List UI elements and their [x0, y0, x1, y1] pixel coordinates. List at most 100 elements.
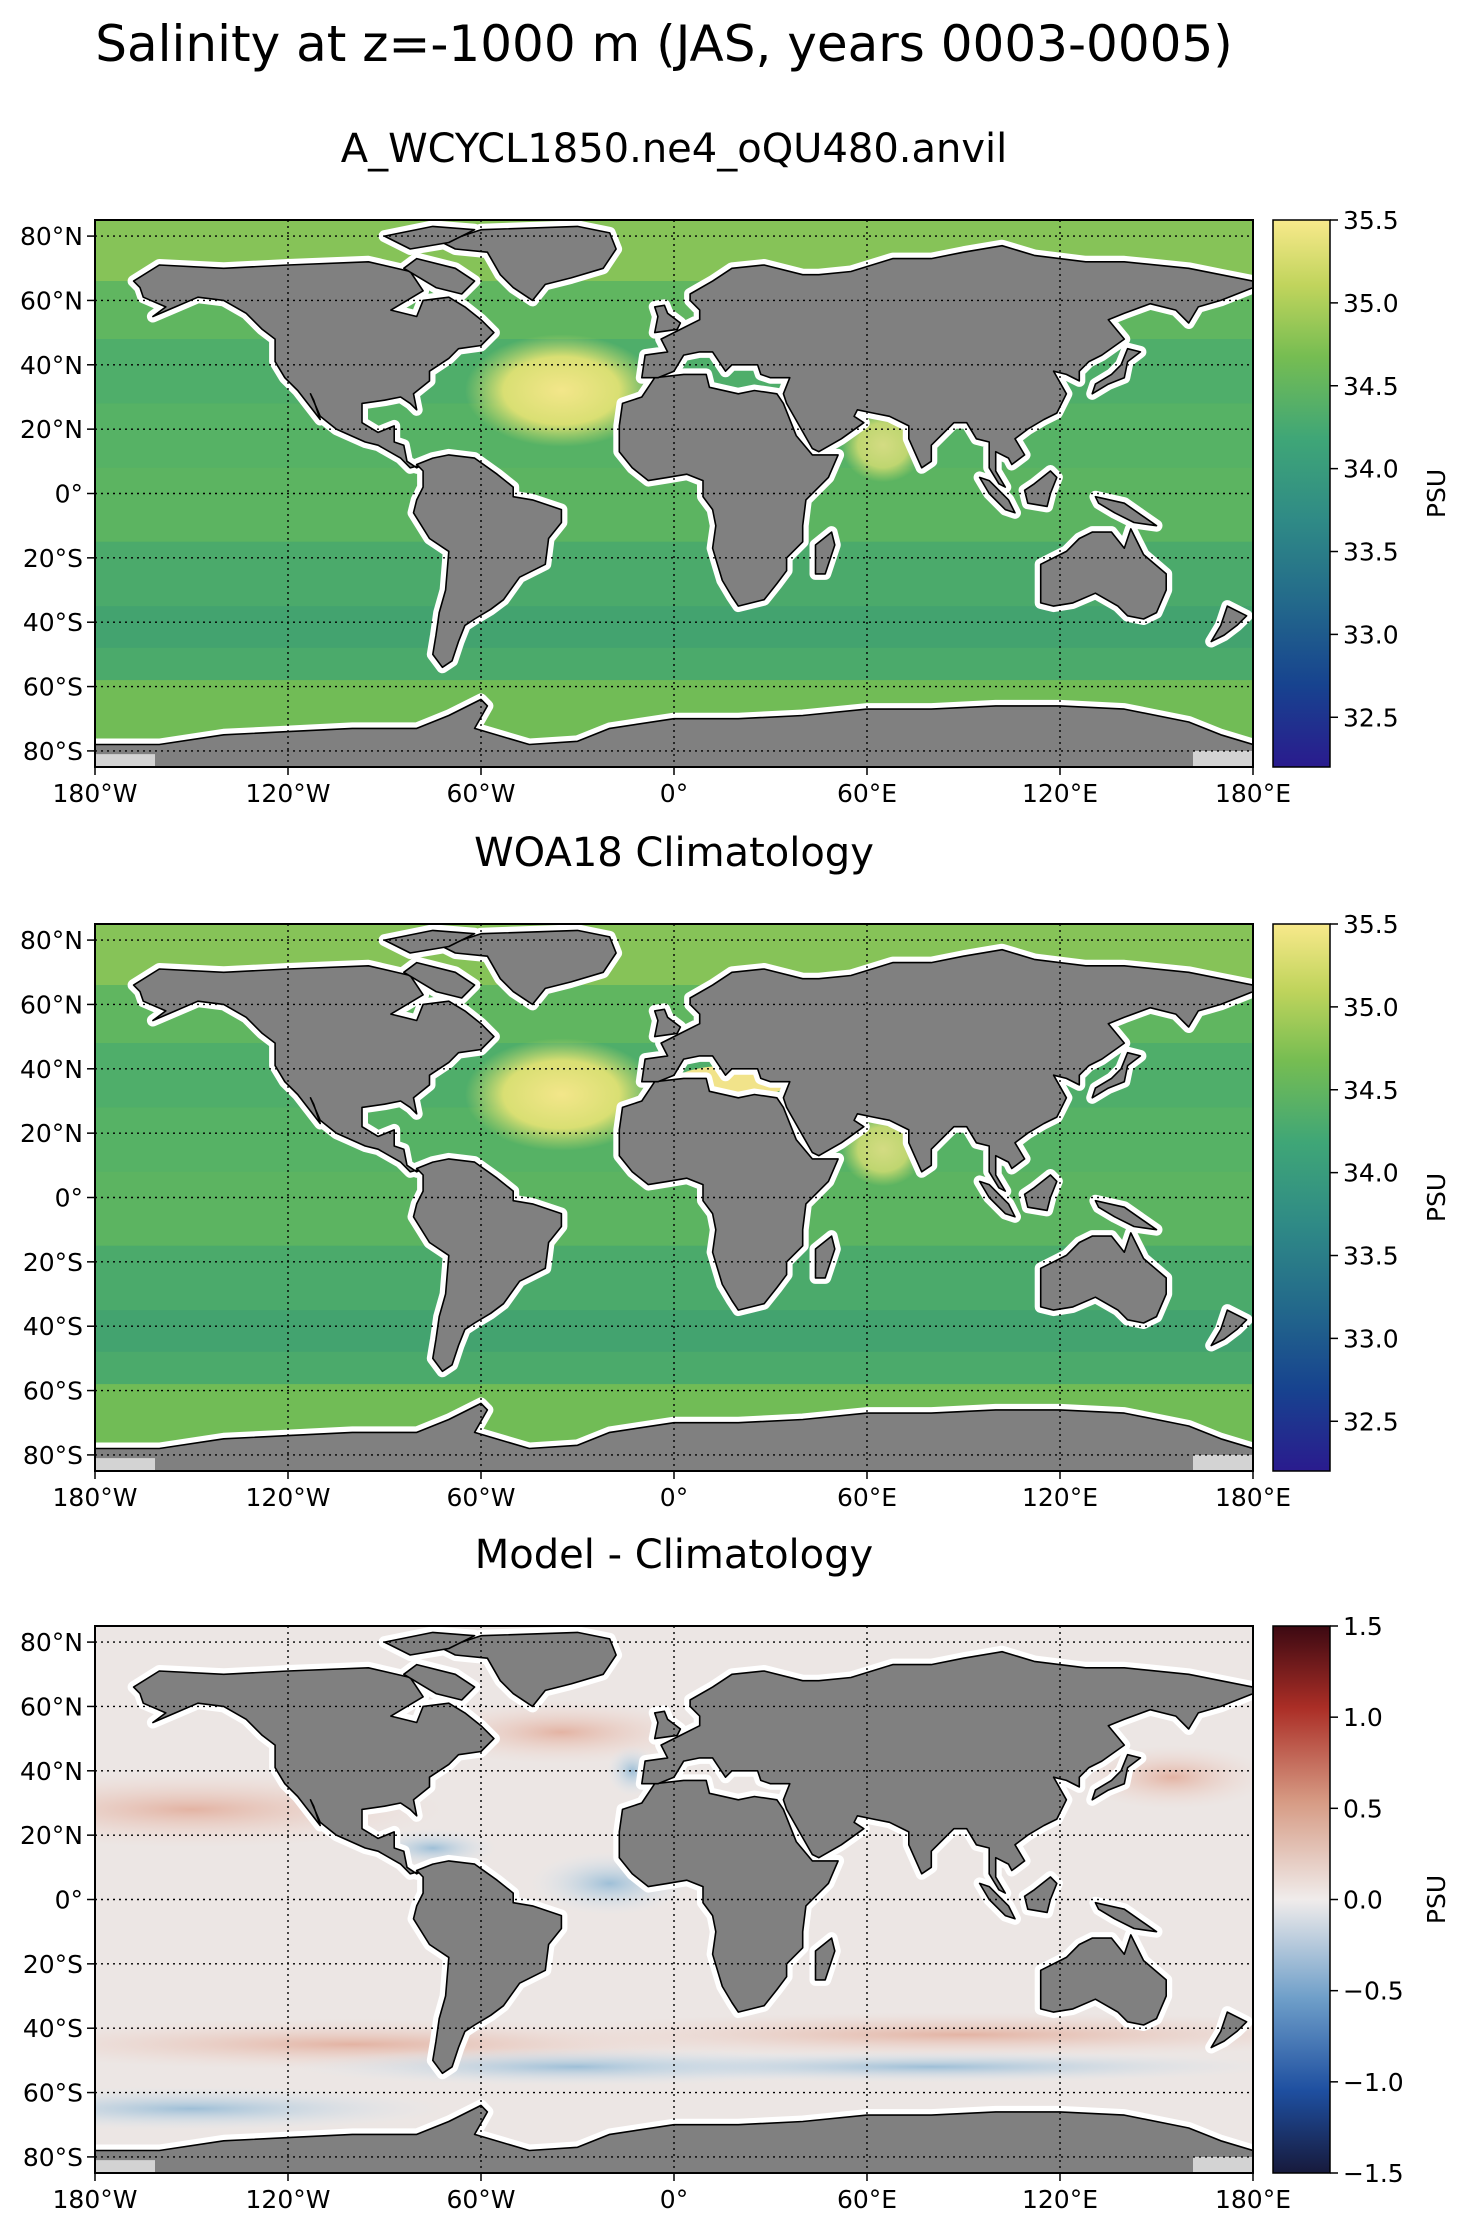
lon-tick-label: 120°W — [246, 1483, 331, 1512]
lat-tick-label: 60°S — [23, 1377, 83, 1406]
colorbar-label: PSU — [1422, 1875, 1451, 1924]
antarctica — [95, 1402, 1253, 1471]
lat-tick-label: 60°N — [20, 1692, 83, 1721]
panel-1: A_WCYCL1850.ne4_oQU480.anvil 80°N 60°N 40°N… — [20, 126, 1451, 808]
colorbar-gradient — [1272, 923, 1331, 1472]
africa — [618, 1779, 839, 2013]
borneo — [1023, 470, 1058, 508]
panel-title: A_WCYCL1850.ne4_oQU480.anvil — [341, 126, 1008, 172]
lat-tick-label: 40°N — [20, 1055, 83, 1084]
australia — [1039, 528, 1167, 620]
eurasia — [640, 948, 1253, 1192]
anomaly-patch — [577, 2050, 1253, 2083]
colorbar-tick-label: 33.0 — [1343, 620, 1399, 649]
colorbar-tick-label: 32.5 — [1343, 703, 1399, 732]
lat-tick-label: 80°S — [23, 1441, 83, 1470]
lon-tick-label: 180°W — [53, 2185, 138, 2214]
colorbar-tick-label: 34.5 — [1343, 1076, 1399, 1105]
colorbar-gradient — [1272, 219, 1331, 768]
british-isles — [653, 1710, 682, 1740]
lat-tick-label: 0° — [55, 1886, 83, 1915]
ice-shelf-east — [1193, 750, 1253, 767]
colorbar-gradient — [1272, 1625, 1331, 2174]
lat-tick-label: 0° — [55, 1184, 83, 1213]
lon-tick-label: 0° — [660, 2185, 688, 2214]
africa — [618, 373, 839, 607]
colorbar-label: PSU — [1422, 1173, 1451, 1222]
lat-tick-label: 80°S — [23, 2143, 83, 2172]
lat-tick-label: 80°N — [20, 926, 83, 955]
japan — [1091, 1753, 1142, 1801]
eurasia — [640, 1650, 1253, 1894]
colorbar: −1.5 −1.0 −0.5 0.0 0.5 1.0 1.5 PSU — [1272, 1612, 1451, 2188]
panel-3: Model - Climatology 80°N 60°N 40°N 20°N 0° 20°… — [20, 1532, 1451, 2214]
new-guinea — [1094, 1901, 1158, 1933]
colorbar-tick-label: 34.0 — [1343, 455, 1399, 484]
north-america — [132, 1667, 495, 1875]
lon-tick-label: 60°E — [837, 2185, 897, 2214]
japan — [1091, 347, 1142, 395]
lon-tick-label: 180°E — [1215, 779, 1291, 808]
new-guinea — [1094, 1199, 1158, 1231]
lat-tick-label: 40°S — [23, 2014, 83, 2043]
lon-tick-label: 180°E — [1215, 2185, 1291, 2214]
madagascar — [814, 1937, 836, 1981]
lon-tick-label: 180°W — [53, 1483, 138, 1512]
lat-tick-label: 40°S — [23, 1312, 83, 1341]
lat-tick-label: 20°S — [23, 1950, 83, 1979]
south-america — [412, 1158, 563, 1373]
anomaly-patch — [95, 2086, 449, 2132]
eurasia — [640, 244, 1253, 488]
antarctica — [95, 2104, 1253, 2173]
lon-tick-label: 0° — [660, 1483, 688, 1512]
australia — [1039, 1232, 1167, 1324]
lon-tick-label: 60°E — [837, 1483, 897, 1512]
colorbar-label: PSU — [1422, 469, 1451, 518]
borneo — [1023, 1876, 1058, 1914]
british-isles — [653, 1008, 682, 1038]
madagascar — [814, 531, 836, 575]
anomaly-patch — [513, 2012, 1253, 2058]
lat-tick-label: 40°S — [23, 608, 83, 637]
colorbar-tick-label: 1.5 — [1343, 1612, 1383, 1641]
lon-tick-label: 120°E — [1022, 2185, 1098, 2214]
panel-title: WOA18 Climatology — [474, 830, 874, 876]
madagascar — [814, 1235, 836, 1279]
baffin-island — [402, 961, 476, 999]
south-america — [412, 1860, 563, 2075]
lat-tick-label: 60°N — [20, 990, 83, 1019]
lon-tick-label: 120°E — [1022, 779, 1098, 808]
north-america — [132, 964, 495, 1173]
north-atlantic-high-salinity — [464, 1038, 658, 1151]
colorbar-tick-label: 34.0 — [1343, 1159, 1399, 1188]
colorbar-tick-label: −1.5 — [1343, 2159, 1404, 2188]
colorbar: 32.5 33.0 33.5 34.0 34.5 35.0 35.5 PSU — [1272, 206, 1451, 768]
colorbar-tick-label: 0.5 — [1343, 1794, 1383, 1823]
lon-tick-label: 120°W — [246, 779, 331, 808]
greenland — [441, 1631, 617, 1708]
colorbar-tick-label: 33.5 — [1343, 1242, 1399, 1271]
british-isles — [653, 304, 682, 334]
colorbar-tick-label: −0.5 — [1343, 1977, 1404, 2006]
lat-tick-label: 80°N — [20, 222, 83, 251]
panel-2: WOA18 Climatology 80°N 60°N 40°N 20°N 0° 20°S 4… — [20, 830, 1451, 1512]
colorbar-tick-label: 35.5 — [1343, 910, 1399, 939]
lon-tick-label: 120°E — [1022, 1483, 1098, 1512]
ice-shelf-west — [95, 754, 155, 767]
lat-tick-label: 20°N — [20, 1119, 83, 1148]
australia — [1039, 1934, 1167, 2026]
north-atlantic-high-salinity — [464, 334, 658, 447]
ice-shelf-east — [1193, 1454, 1253, 1471]
lat-tick-label: 20°N — [20, 415, 83, 444]
new-zealand — [1210, 1309, 1248, 1347]
new-zealand — [1210, 2011, 1248, 2049]
lat-tick-label: 60°S — [23, 2079, 83, 2108]
lon-tick-label: 60°W — [446, 779, 515, 808]
lat-tick-label: 60°S — [23, 673, 83, 702]
new-zealand — [1210, 605, 1248, 643]
lon-tick-label: 60°E — [837, 779, 897, 808]
colorbar-tick-label: 0.0 — [1343, 1886, 1383, 1915]
lon-tick-label: 180°W — [53, 779, 138, 808]
lat-tick-label: 80°S — [23, 737, 83, 766]
